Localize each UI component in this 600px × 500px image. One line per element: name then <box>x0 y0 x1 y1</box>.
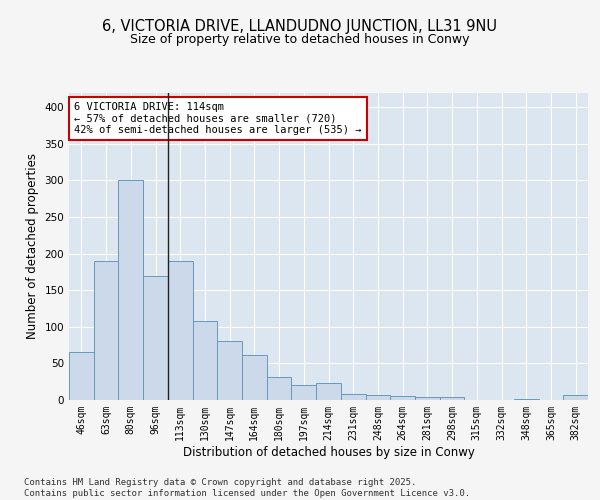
Bar <box>440 397 464 400</box>
Bar <box>267 376 292 400</box>
Bar <box>217 342 242 400</box>
Bar <box>514 398 539 400</box>
Bar <box>341 394 365 400</box>
Bar <box>193 321 217 400</box>
Bar <box>563 395 588 400</box>
Bar <box>316 383 341 400</box>
X-axis label: Distribution of detached houses by size in Conwy: Distribution of detached houses by size … <box>182 446 475 458</box>
Bar <box>415 397 440 400</box>
Bar <box>365 395 390 400</box>
Bar <box>242 354 267 400</box>
Bar <box>292 386 316 400</box>
Bar <box>94 261 118 400</box>
Bar <box>118 180 143 400</box>
Text: 6, VICTORIA DRIVE, LLANDUDNO JUNCTION, LL31 9NU: 6, VICTORIA DRIVE, LLANDUDNO JUNCTION, L… <box>103 19 497 34</box>
Y-axis label: Number of detached properties: Number of detached properties <box>26 153 39 339</box>
Text: Contains HM Land Registry data © Crown copyright and database right 2025.
Contai: Contains HM Land Registry data © Crown c… <box>24 478 470 498</box>
Bar <box>143 276 168 400</box>
Bar <box>69 352 94 400</box>
Bar <box>390 396 415 400</box>
Text: Size of property relative to detached houses in Conwy: Size of property relative to detached ho… <box>130 32 470 46</box>
Text: 6 VICTORIA DRIVE: 114sqm
← 57% of detached houses are smaller (720)
42% of semi-: 6 VICTORIA DRIVE: 114sqm ← 57% of detach… <box>74 102 362 135</box>
Bar <box>168 261 193 400</box>
